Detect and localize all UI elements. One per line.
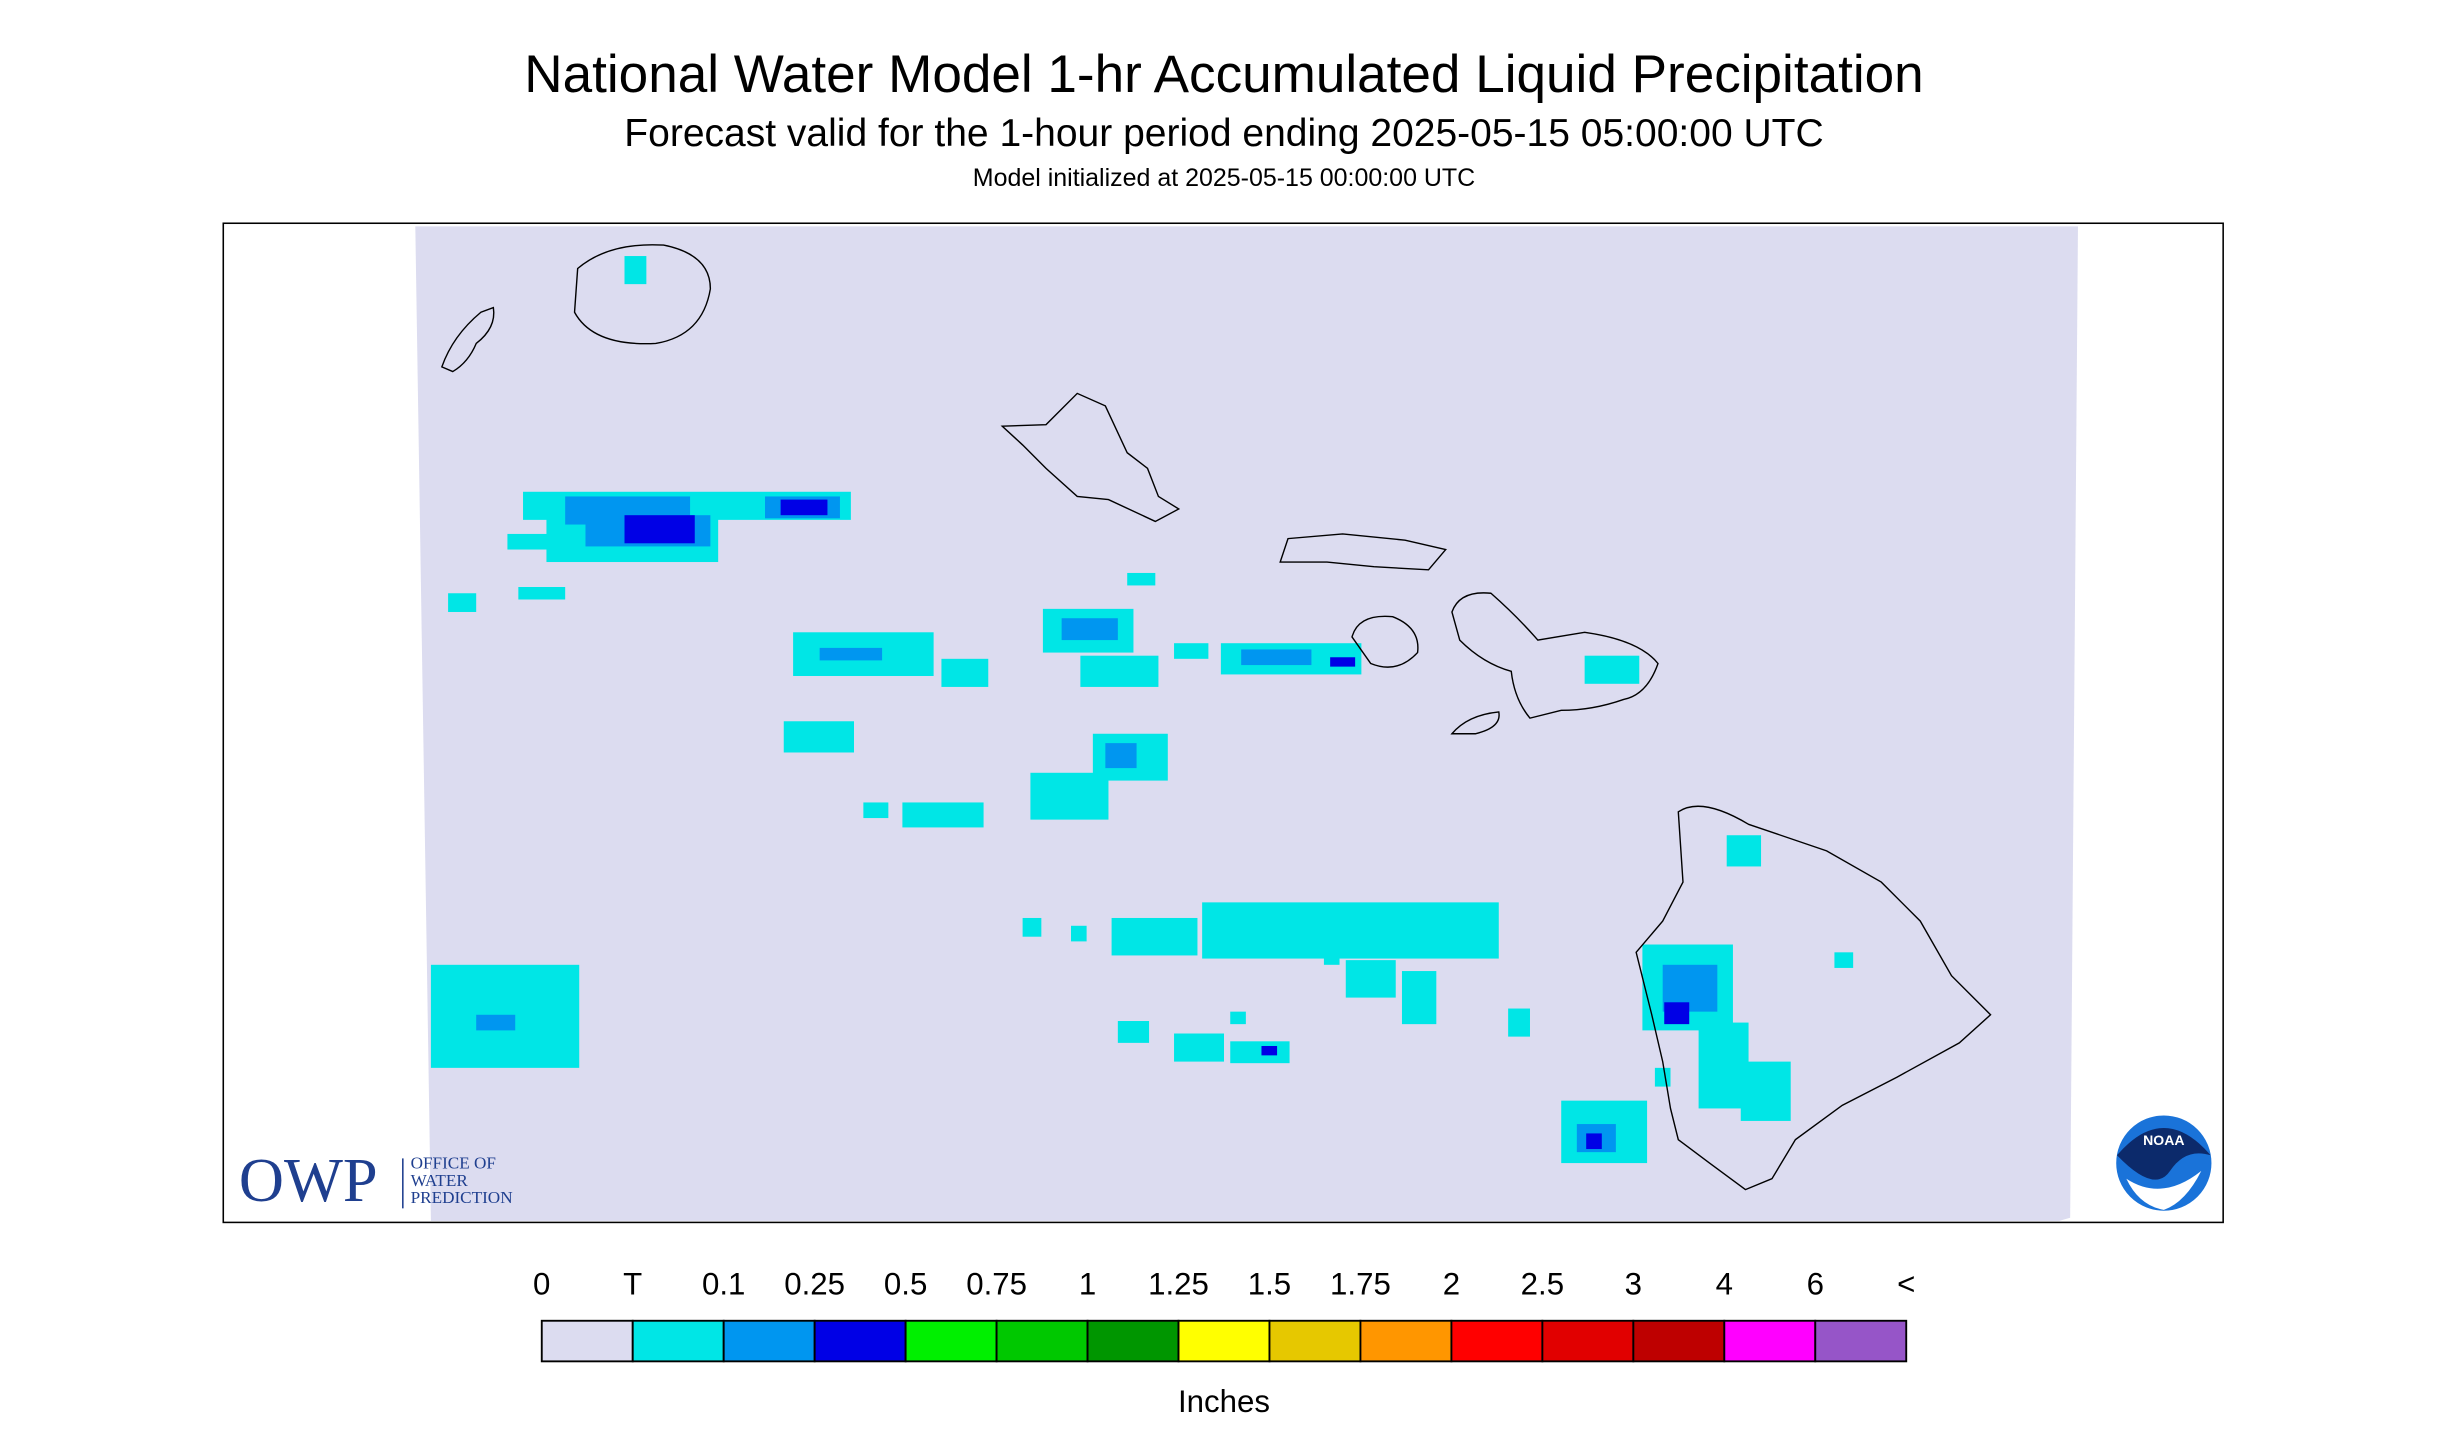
legend-label: 1.5: [1248, 1267, 1291, 1302]
legend-swatch: [1450, 1319, 1544, 1363]
legend-label: 2.5: [1521, 1267, 1564, 1302]
legend-label: 3: [1625, 1267, 1642, 1302]
owp-logo: OWP: [239, 1145, 378, 1215]
legend: 0 T 0.1 0.25 0.5 0.75 1 1.25 1.5 1.75 2 2.5 3 4 6 <: [533, 1267, 1915, 1363]
noaa-text: NOAA: [2143, 1132, 2184, 1148]
legend-label: 0.5: [884, 1267, 927, 1302]
legend-label: <: [1897, 1267, 1915, 1302]
legend-label: 1: [1079, 1267, 1096, 1302]
legend-label: 1.25: [1148, 1267, 1209, 1302]
legend-label: 4: [1716, 1267, 1733, 1302]
legend-label: 1.75: [1330, 1267, 1391, 1302]
legend-label: 0.1: [702, 1267, 745, 1302]
legend-label: 0: [533, 1267, 550, 1302]
legend-label: 0.75: [966, 1267, 1027, 1302]
legend-swatch: [1086, 1319, 1180, 1363]
owp-text: OFFICE OF: [411, 1154, 496, 1173]
title: National Water Model 1-hr Accumulated Li…: [524, 45, 1923, 104]
legend-label: 0.25: [784, 1267, 845, 1302]
legend-swatch: [995, 1319, 1089, 1363]
owp-text: WATER: [411, 1171, 469, 1190]
legend-label: T: [623, 1267, 642, 1302]
legend-swatch: [631, 1319, 725, 1363]
precipitation: [430, 256, 1854, 1164]
init-time: Model initialized at 2025-05-15 00:00:00…: [973, 164, 1475, 192]
legend-swatch: [904, 1319, 998, 1363]
data-domain: [415, 226, 2078, 1221]
legend-swatch: [1632, 1319, 1726, 1363]
subtitle: Forecast valid for the 1-hour period end…: [624, 112, 1823, 155]
legend-unit: Inches: [1178, 1384, 1270, 1419]
owp-text: PREDICTION: [411, 1188, 513, 1207]
noaa-logo: NOAA: [2114, 1113, 2214, 1213]
legend-swatch: [1814, 1319, 1908, 1363]
legend-swatch: [722, 1319, 816, 1363]
legend-swatch: [1177, 1319, 1271, 1363]
map: OWP OFFICE OF WATER PREDICTION NOAA: [222, 222, 2224, 1224]
legend-label: 6: [1807, 1267, 1824, 1302]
legend-swatch: [1541, 1319, 1635, 1363]
legend-swatch: [540, 1319, 634, 1363]
legend-swatch: [1359, 1319, 1453, 1363]
legend-label: 2: [1443, 1267, 1460, 1302]
legend-swatch: [1723, 1319, 1817, 1363]
legend-swatch: [1268, 1319, 1362, 1363]
coastlines: [440, 244, 1992, 1191]
legend-swatch: [813, 1319, 907, 1363]
